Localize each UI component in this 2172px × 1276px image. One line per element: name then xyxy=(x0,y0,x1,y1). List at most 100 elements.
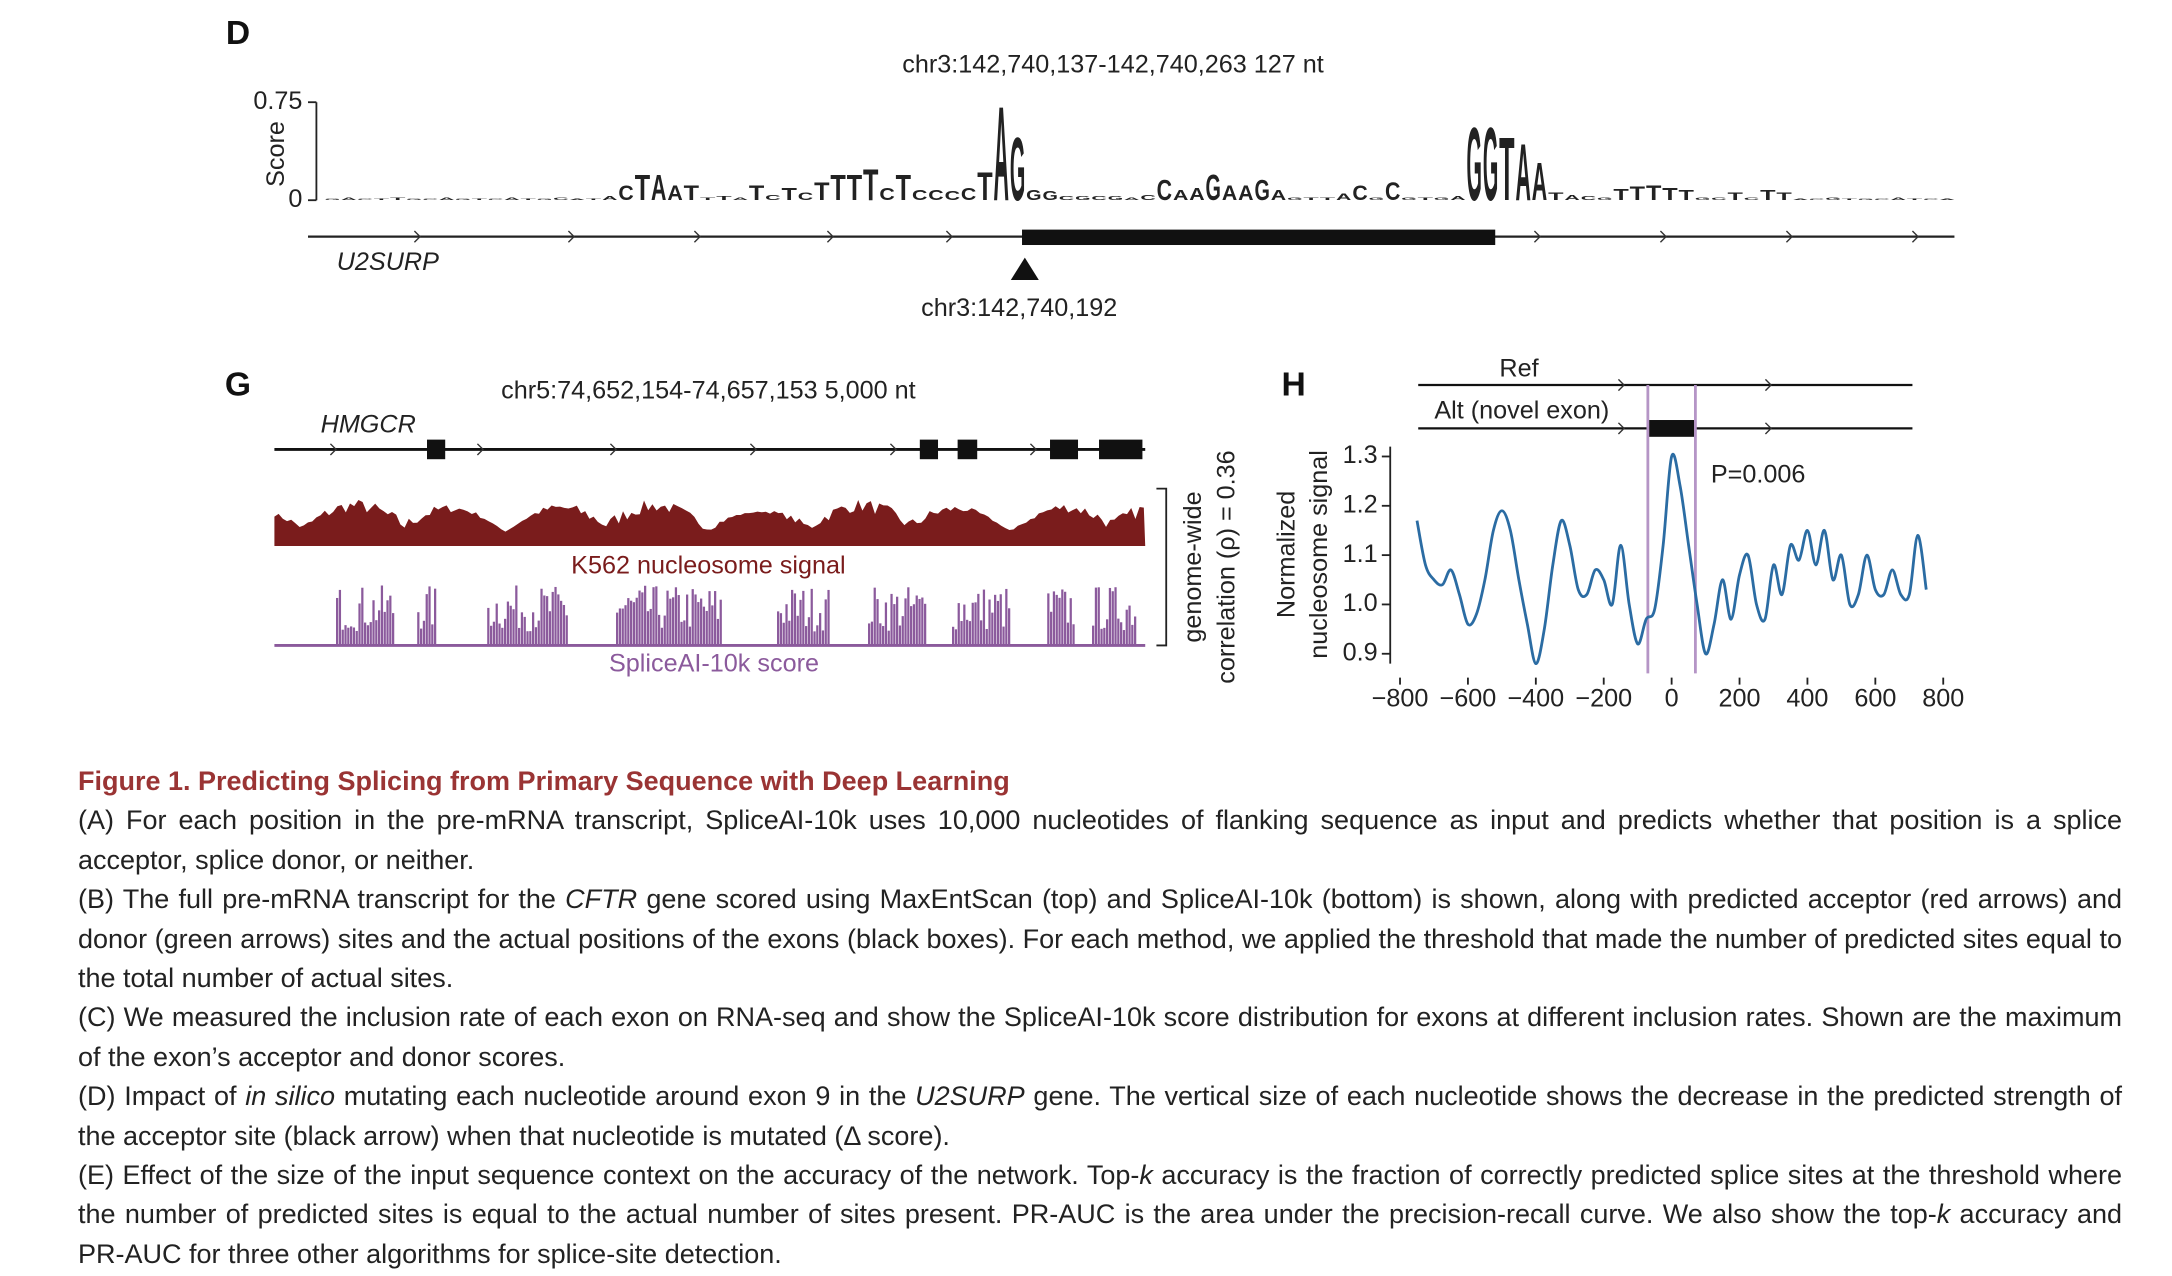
logo-letter: A xyxy=(1336,193,1351,203)
logo-letter: T xyxy=(684,181,700,205)
spliceai-bar xyxy=(785,604,788,646)
spliceai-bar xyxy=(672,597,675,646)
track-label: SpliceAI-10k score xyxy=(609,650,819,678)
logo-letter: T xyxy=(700,197,716,201)
spliceai-bar xyxy=(428,586,431,646)
exon-box xyxy=(1099,439,1143,460)
logo-letter: C xyxy=(1091,196,1106,202)
strand-arrow xyxy=(1764,378,1773,392)
logo-letter: G xyxy=(1597,197,1612,201)
spliceai-bar xyxy=(980,620,983,646)
spliceai-bar xyxy=(498,623,501,646)
spliceai-bar xyxy=(540,588,543,646)
spliceai-bar xyxy=(898,625,902,646)
logo-letter: T xyxy=(749,181,765,205)
spliceai-bar xyxy=(796,615,799,646)
logo-letter: G xyxy=(1010,119,1025,220)
spliceai-bar xyxy=(655,586,658,646)
caption-paragraph: (D) Impact of in silico mutating each nu… xyxy=(78,1077,2122,1156)
text-run: (A) For each position in the pre-mRNA tr… xyxy=(78,805,2122,875)
logo-letter: A xyxy=(1532,151,1547,212)
x-tick-label: 200 xyxy=(1719,685,1761,713)
logo-letter: A xyxy=(439,197,454,201)
spliceai-bar xyxy=(341,629,344,646)
logo-letter: T xyxy=(635,169,651,209)
spliceai-bar xyxy=(632,602,636,646)
spliceai-bar xyxy=(621,608,624,646)
logo-letter: G xyxy=(1858,199,1873,201)
logo-letter: G xyxy=(1434,197,1449,201)
strand-arrow xyxy=(1617,422,1626,435)
spliceai-bar xyxy=(646,611,650,646)
spliceai-bar xyxy=(344,625,347,646)
logo-letter: C xyxy=(1923,199,1938,201)
spliceai-bar xyxy=(660,627,664,646)
spliceai-bar xyxy=(921,597,924,646)
x-tick-label: −400 xyxy=(1507,685,1564,713)
logo-letter: G xyxy=(1467,106,1482,223)
spliceai-bar xyxy=(1125,609,1128,646)
track-label: K562 nucleosome signal xyxy=(571,552,845,580)
spliceai-bar xyxy=(627,598,630,646)
logo-letter: G xyxy=(1206,169,1221,209)
spliceai-bar xyxy=(694,594,697,646)
spliceai-bar xyxy=(1117,618,1120,646)
logo-letter: A xyxy=(504,197,519,201)
logo-letter: A xyxy=(1173,187,1188,204)
spliceai-bar xyxy=(879,623,882,646)
x-tick-label: 800 xyxy=(1922,685,1964,713)
logo-letter: T xyxy=(781,184,797,204)
logo-letter: C xyxy=(423,199,438,201)
spliceai-bar xyxy=(799,599,802,646)
spliceai-bar xyxy=(991,612,994,646)
logo-letter: T xyxy=(1842,199,1858,201)
caption-paragraph: (C) We measured the inclusion rate of ea… xyxy=(78,998,2122,1077)
spliceai-bar xyxy=(688,626,692,646)
spliceai-bar xyxy=(896,596,899,646)
spliceai-bar xyxy=(813,631,816,646)
spliceai-bar xyxy=(518,627,521,646)
spliceai-bar xyxy=(422,620,426,646)
spliceai-bar xyxy=(1061,589,1064,646)
spliceai-bar xyxy=(352,627,356,646)
spliceai-bar xyxy=(490,625,493,646)
logo-letter: T xyxy=(1418,197,1434,201)
y-tick-label: 0.75 xyxy=(253,87,302,115)
logo-letter: T xyxy=(1548,191,1564,203)
alt-label: Alt (novel exon) xyxy=(1434,396,1609,424)
strand-arrow xyxy=(1533,230,1542,243)
spliceai-bar xyxy=(336,597,339,646)
strand-arrow xyxy=(567,230,576,243)
logo-letter: T xyxy=(814,178,830,206)
logo-letter: T xyxy=(374,199,390,201)
spliceai-bar xyxy=(669,598,672,646)
caption-paragraph: (E) Effect of the size of the input sequ… xyxy=(78,1156,2122,1274)
strand-arrow xyxy=(329,443,337,456)
spliceai-bar xyxy=(960,621,963,646)
strand-arrow xyxy=(1617,378,1626,392)
logo-letter: A xyxy=(1940,199,1955,201)
site-label: chr3:142,740,192 xyxy=(921,294,1117,322)
italic-run: in silico xyxy=(245,1081,336,1112)
panel-letter: D xyxy=(226,15,250,52)
spliceai-bar xyxy=(506,601,510,646)
spliceai-bar xyxy=(1114,587,1117,646)
spliceai-bar xyxy=(819,613,822,646)
spliceai-bar xyxy=(523,616,526,646)
logo-letter: A xyxy=(1515,129,1530,218)
spliceai-bar xyxy=(383,611,386,646)
logo-letter: C xyxy=(765,194,781,202)
logo-letter: G xyxy=(1287,197,1302,201)
spliceai-bar xyxy=(338,589,342,646)
spliceai-bar xyxy=(420,628,423,646)
logo-letter: T xyxy=(847,169,863,209)
strand-arrow xyxy=(889,443,898,456)
spliceai-bar xyxy=(537,620,540,646)
p-value: P=0.006 xyxy=(1711,461,1806,489)
logo-letter: T xyxy=(863,161,878,210)
spliceai-bar xyxy=(389,595,392,646)
spliceai-bar xyxy=(1106,619,1109,646)
spliceai-bar xyxy=(777,611,780,646)
logo-letter: T xyxy=(586,199,602,201)
logo-letter: A xyxy=(1222,181,1238,205)
